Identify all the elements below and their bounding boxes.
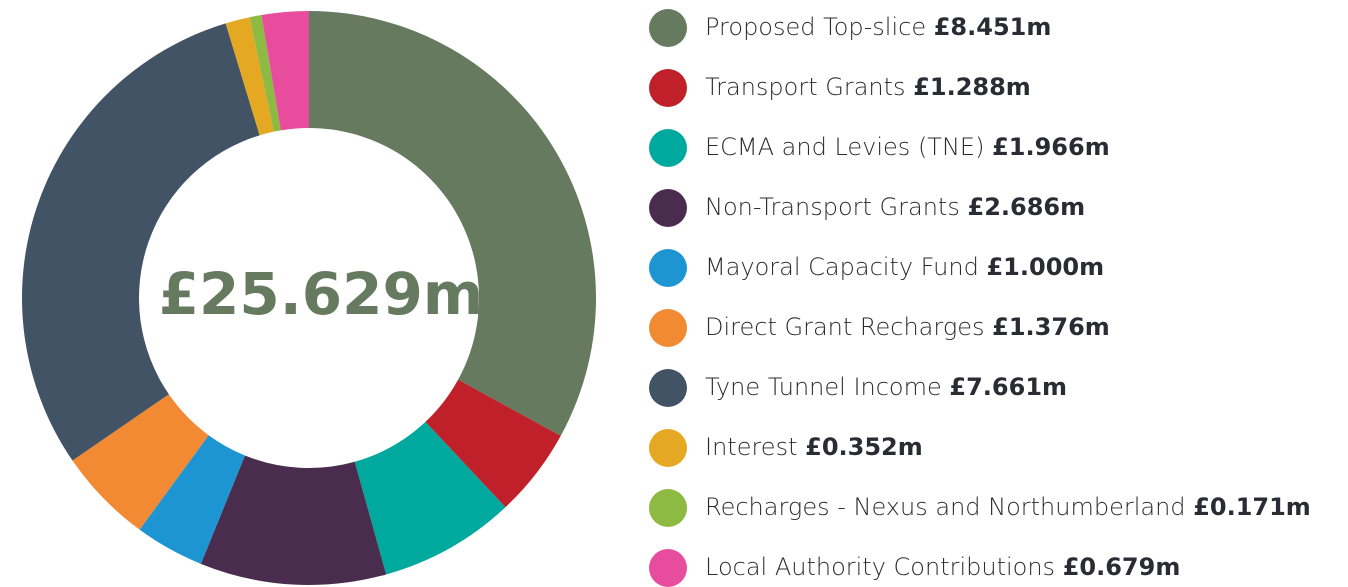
legend-swatch <box>649 189 687 227</box>
legend-swatch <box>649 9 687 47</box>
slice <box>354 421 506 575</box>
legend-label: ECMA and Levies (TNE) <box>705 133 984 161</box>
legend-label: Recharges - Nexus and Northumberland <box>705 493 1186 521</box>
legend-entry: Non-Transport Grants £2.686m <box>705 193 1085 221</box>
legend-entry: Direct Grant Recharges £1.376m <box>705 313 1110 341</box>
slice <box>425 379 561 508</box>
slice <box>225 17 274 136</box>
legend-value: £7.661m <box>949 373 1067 401</box>
legend-swatch <box>649 69 687 107</box>
legend-value: £2.686m <box>968 193 1086 221</box>
legend-entry: Proposed Top-slice £8.451m <box>705 13 1051 41</box>
legend-swatch <box>649 549 687 587</box>
donut <box>22 11 596 585</box>
slice <box>261 11 309 131</box>
legend-entry: Interest £0.352m <box>705 433 923 461</box>
legend-value: £0.352m <box>805 433 923 461</box>
legend-entry: Recharges - Nexus and Northumberland £0.… <box>705 493 1311 521</box>
legend-swatch <box>649 249 687 287</box>
slice <box>22 23 260 461</box>
legend-entry: Tyne Tunnel Income £7.661m <box>705 373 1067 401</box>
legend-value: £1.000m <box>986 253 1104 281</box>
legend-entry: ECMA and Levies (TNE) £1.966m <box>705 133 1110 161</box>
legend-label: Interest <box>705 433 797 461</box>
legend-value: £0.171m <box>1193 493 1311 521</box>
legend-swatch <box>649 369 687 407</box>
slice <box>309 11 596 436</box>
slice <box>72 394 209 530</box>
legend-swatch <box>649 129 687 167</box>
slice <box>249 14 281 132</box>
legend-value: £1.288m <box>913 73 1031 101</box>
slice <box>200 455 387 585</box>
legend-label: Proposed Top-slice <box>705 13 926 41</box>
legend-value: £0.679m <box>1063 553 1181 581</box>
legend-label: Tyne Tunnel Income <box>705 373 942 401</box>
legend-value: £1.376m <box>992 313 1110 341</box>
legend-entry: Transport Grants £1.288m <box>705 73 1031 101</box>
legend-label: Mayoral Capacity Fund <box>705 253 979 281</box>
legend-label: Non-Transport Grants <box>705 193 960 221</box>
legend-swatch <box>649 429 687 467</box>
legend-label: Local Authority Contributions <box>705 553 1055 581</box>
legend-value: £8.451m <box>934 13 1052 41</box>
slice <box>139 435 245 564</box>
legend-swatch <box>649 309 687 347</box>
legend: Proposed Top-slice £8.451m Transport Gran… <box>649 9 1311 587</box>
legend-entry: Mayoral Capacity Fund £1.000m <box>705 253 1104 281</box>
legend-label: Transport Grants <box>705 73 906 101</box>
legend-label: Direct Grant Recharges <box>705 313 985 341</box>
legend-entry: Local Authority Contributions £0.679m <box>705 553 1180 581</box>
legend-value: £1.966m <box>992 133 1110 161</box>
center-label: £25.629m <box>159 260 484 328</box>
legend-swatch <box>649 489 687 527</box>
